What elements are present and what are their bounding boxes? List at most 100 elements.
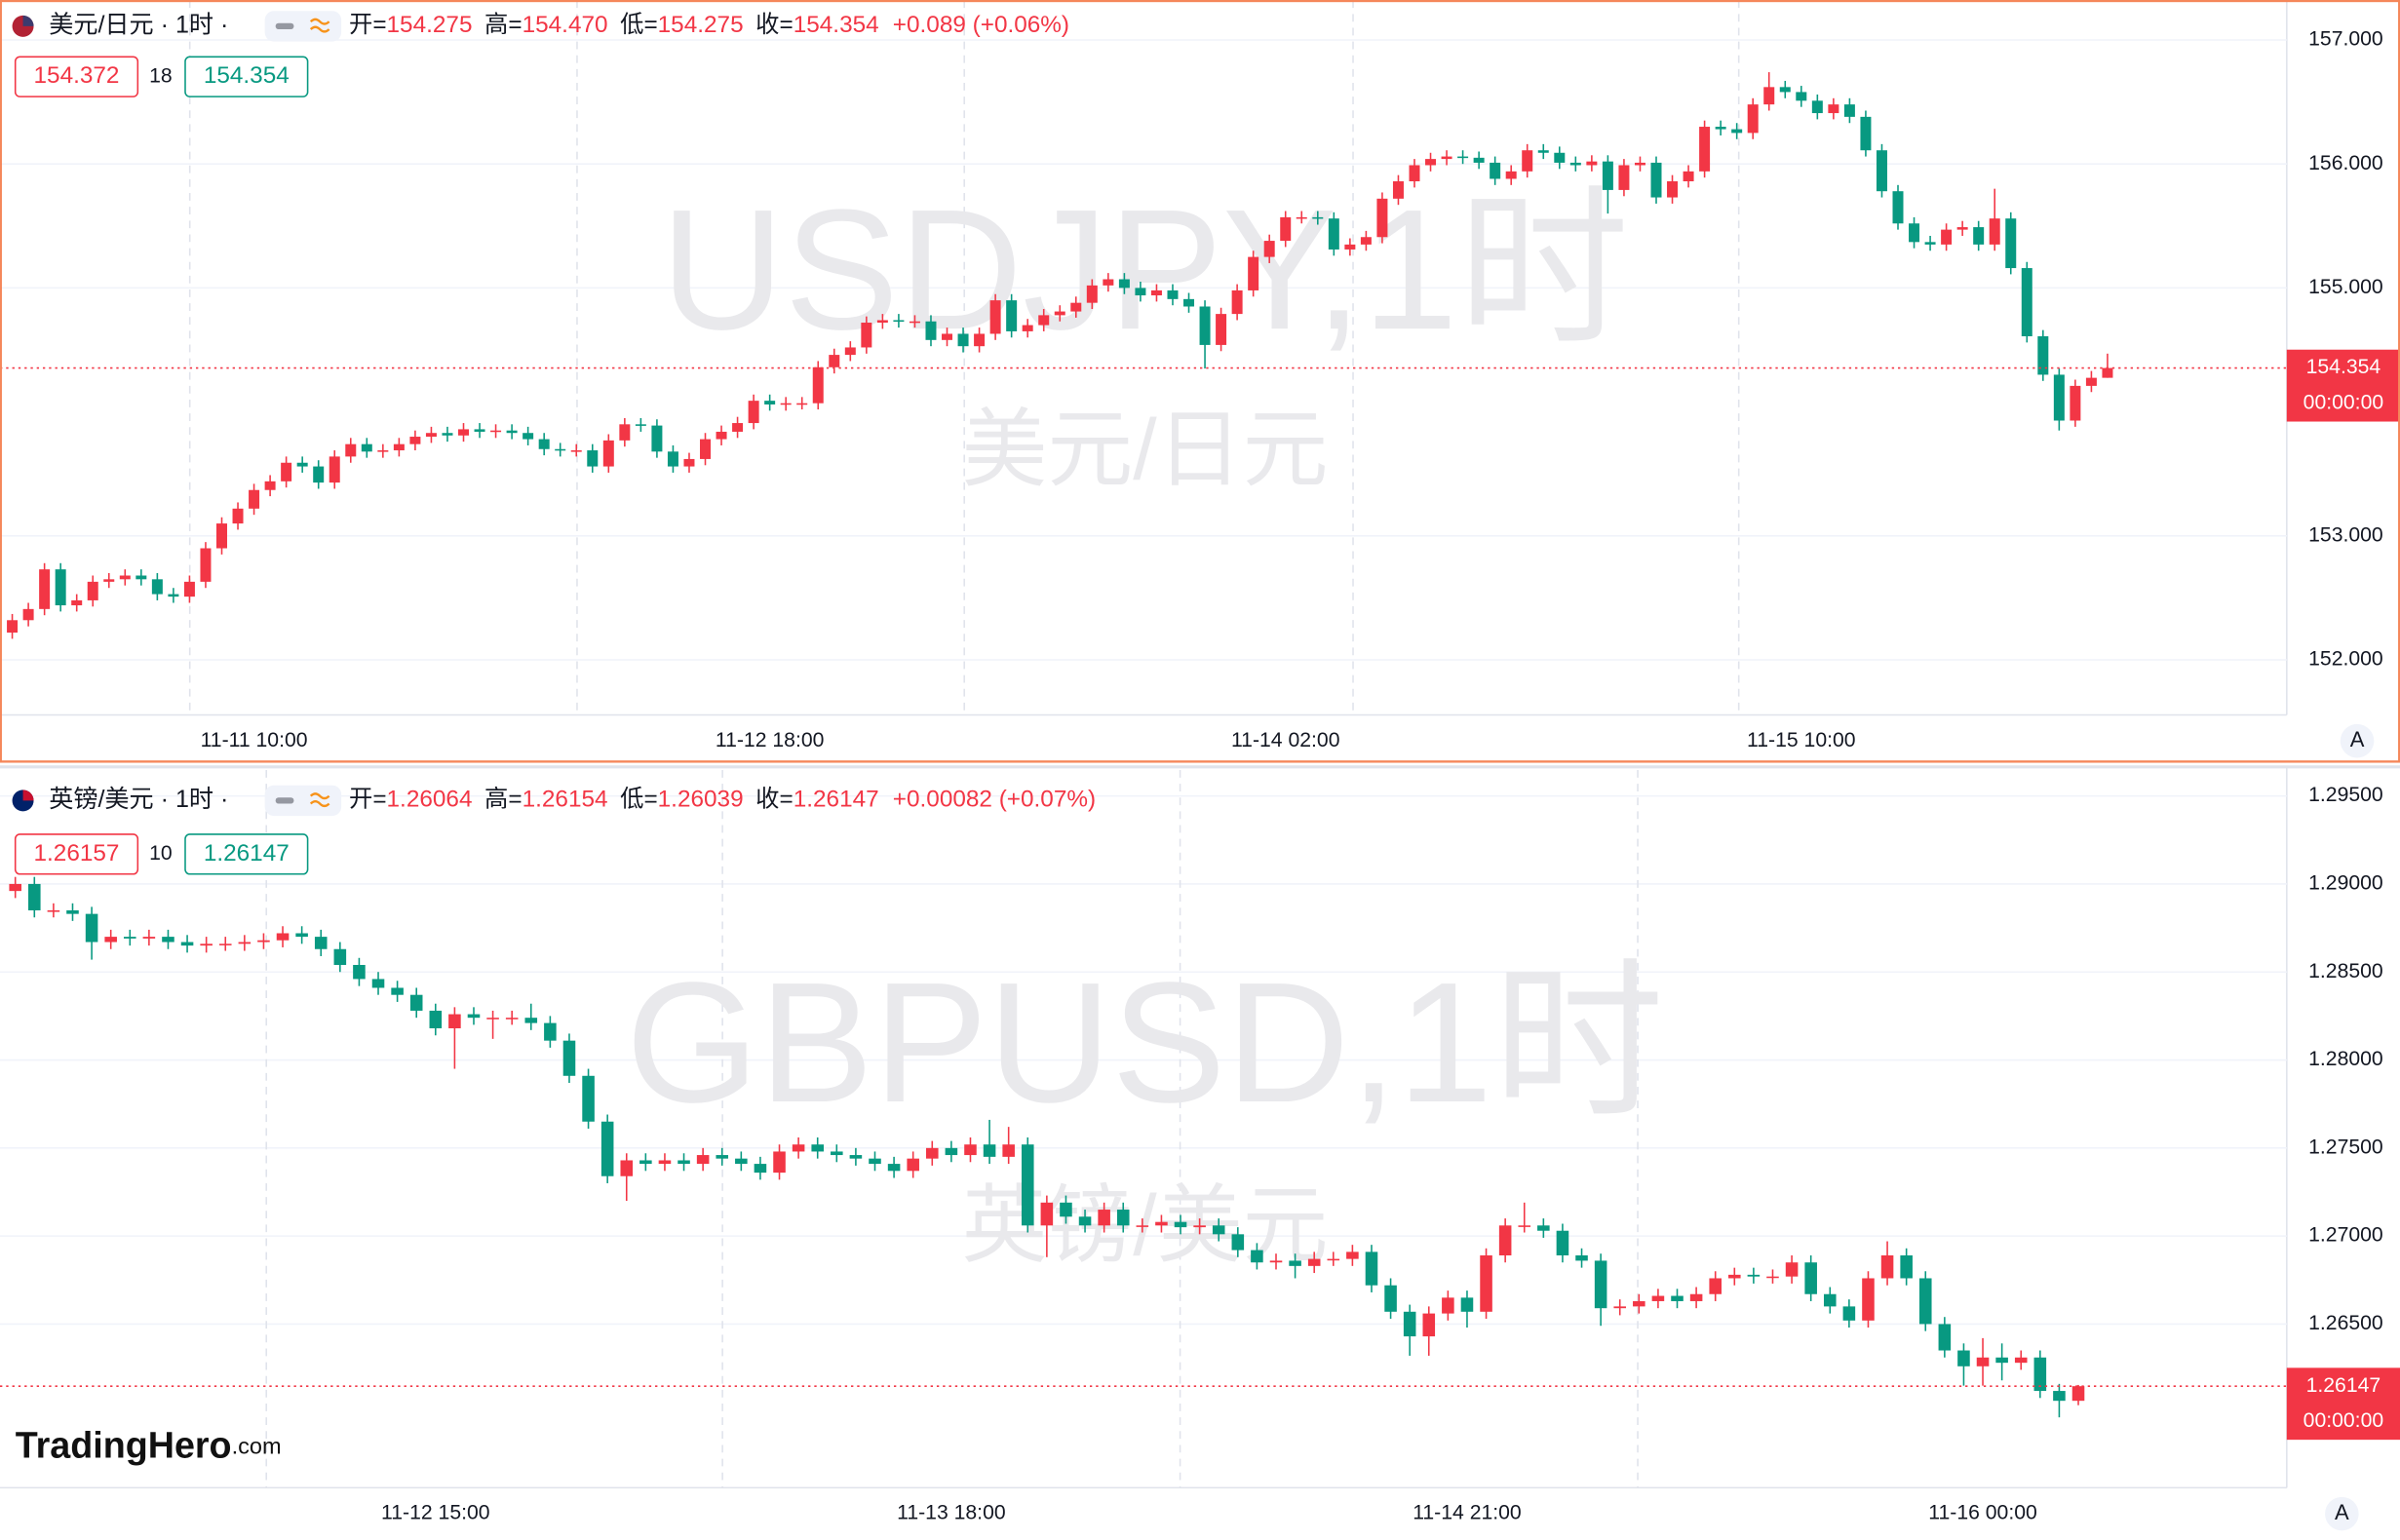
last-price-tag (2286, 349, 2400, 422)
candle-body (1843, 104, 1855, 117)
pill-wave (309, 18, 330, 33)
candle-body (1728, 1274, 1741, 1279)
candle-body (123, 937, 136, 939)
candle-body (1995, 1357, 2008, 1364)
candle-body (216, 523, 227, 549)
x-tick-label: 11-14 21:00 (1413, 1502, 1522, 1524)
watermark: GBPUSD,1时 (626, 947, 1664, 1138)
candle-body (467, 1014, 481, 1019)
candle-body (1779, 87, 1791, 93)
candle-body (926, 1147, 939, 1159)
candle-body (151, 579, 163, 595)
candle-body (887, 1164, 901, 1172)
candle-body (1490, 162, 1501, 179)
candle-body (1199, 306, 1211, 345)
candle-body (831, 1151, 843, 1156)
candle-body (1613, 1306, 1627, 1309)
spread: 10 (149, 842, 173, 865)
ohlc-value: 154.354 (794, 12, 879, 38)
axis-mode-button[interactable] (2340, 723, 2375, 758)
candle-body (1280, 216, 1292, 242)
candle-body (716, 431, 727, 440)
candle-body (773, 1151, 786, 1174)
candle-body (1498, 1225, 1512, 1256)
candle-body (313, 466, 325, 483)
candle-body (1709, 1278, 1722, 1294)
buy-box[interactable] (184, 56, 309, 97)
ohlc-label: 开= (349, 787, 387, 813)
candle-body (861, 323, 872, 348)
candle-body (1457, 156, 1469, 159)
candle-body (1763, 87, 1775, 105)
candle-body (1918, 1278, 1932, 1325)
candle-body (1006, 300, 1018, 331)
candle-body (974, 333, 986, 347)
indicator-pill[interactable] (264, 11, 342, 42)
candle-body (2053, 374, 2065, 421)
candle-body (2021, 268, 2032, 337)
candle-body (1038, 315, 1050, 326)
candle-body (1924, 242, 1936, 245)
candle-body (658, 1160, 672, 1165)
flag-icon-part (22, 789, 34, 801)
candle-body (869, 1158, 881, 1165)
candle-body (442, 433, 453, 436)
sell-price: 1.26157 (34, 840, 120, 866)
candle-body (1365, 1251, 1378, 1286)
candle-body (1422, 1313, 1436, 1337)
candle-body (925, 321, 937, 340)
y-tick-label: 155.000 (2308, 276, 2383, 298)
axis-mode-button[interactable] (2325, 1496, 2359, 1531)
sell-box[interactable] (14, 833, 139, 875)
y-tick-label: 156.000 (2308, 152, 2383, 174)
candle-body (1441, 156, 1452, 160)
y-tick-label: 153.000 (2308, 523, 2383, 546)
pill-dash (275, 797, 294, 804)
candle-body (635, 424, 646, 426)
candle-body (295, 933, 308, 938)
candle-body (180, 942, 194, 946)
candle-body (458, 429, 470, 436)
candle-body (732, 423, 744, 432)
candle-body (1938, 1324, 1952, 1351)
indicator-pill[interactable] (264, 785, 342, 817)
x-tick-label: 11-14 02:00 (1231, 729, 1340, 751)
buy-price: 154.354 (204, 62, 290, 89)
candle-body (168, 594, 179, 597)
candle-body (1403, 1311, 1416, 1337)
candle-body (1554, 152, 1566, 163)
candle-body (506, 430, 518, 434)
candle-body (162, 937, 174, 943)
buy-price: 1.26147 (204, 840, 290, 866)
candle-body (1909, 223, 1920, 243)
candle-body (329, 456, 340, 483)
candle-body (448, 1014, 461, 1029)
candle-body (1715, 127, 1726, 130)
candle-body (1078, 1216, 1092, 1226)
ohlc-value: 1.26147 (794, 787, 879, 813)
candle-body (1116, 1210, 1130, 1226)
candle-body (1442, 1297, 1454, 1314)
candle-body (1671, 1295, 1684, 1301)
ohlc-label: 高= (484, 787, 523, 813)
candle-body (1360, 237, 1372, 245)
candle-body (754, 1164, 767, 1174)
candle-body (582, 1075, 595, 1122)
bar-countdown: 00:00:00 (2303, 391, 2383, 413)
ohlc-label: 开= (349, 12, 387, 38)
candle-body (142, 937, 156, 939)
watermark-name: 英镑/美元 (961, 1176, 1328, 1273)
candle-body (281, 462, 292, 481)
candle-body (85, 913, 98, 943)
candle-body (1956, 227, 1968, 230)
candle-body (1811, 100, 1823, 114)
candle-body (232, 508, 244, 524)
buy-box[interactable] (184, 833, 309, 875)
candle-body (1021, 1144, 1034, 1226)
candle-body (55, 569, 66, 606)
sell-box[interactable] (14, 56, 139, 97)
candle-body (2085, 377, 2097, 386)
candle-body (238, 942, 252, 944)
